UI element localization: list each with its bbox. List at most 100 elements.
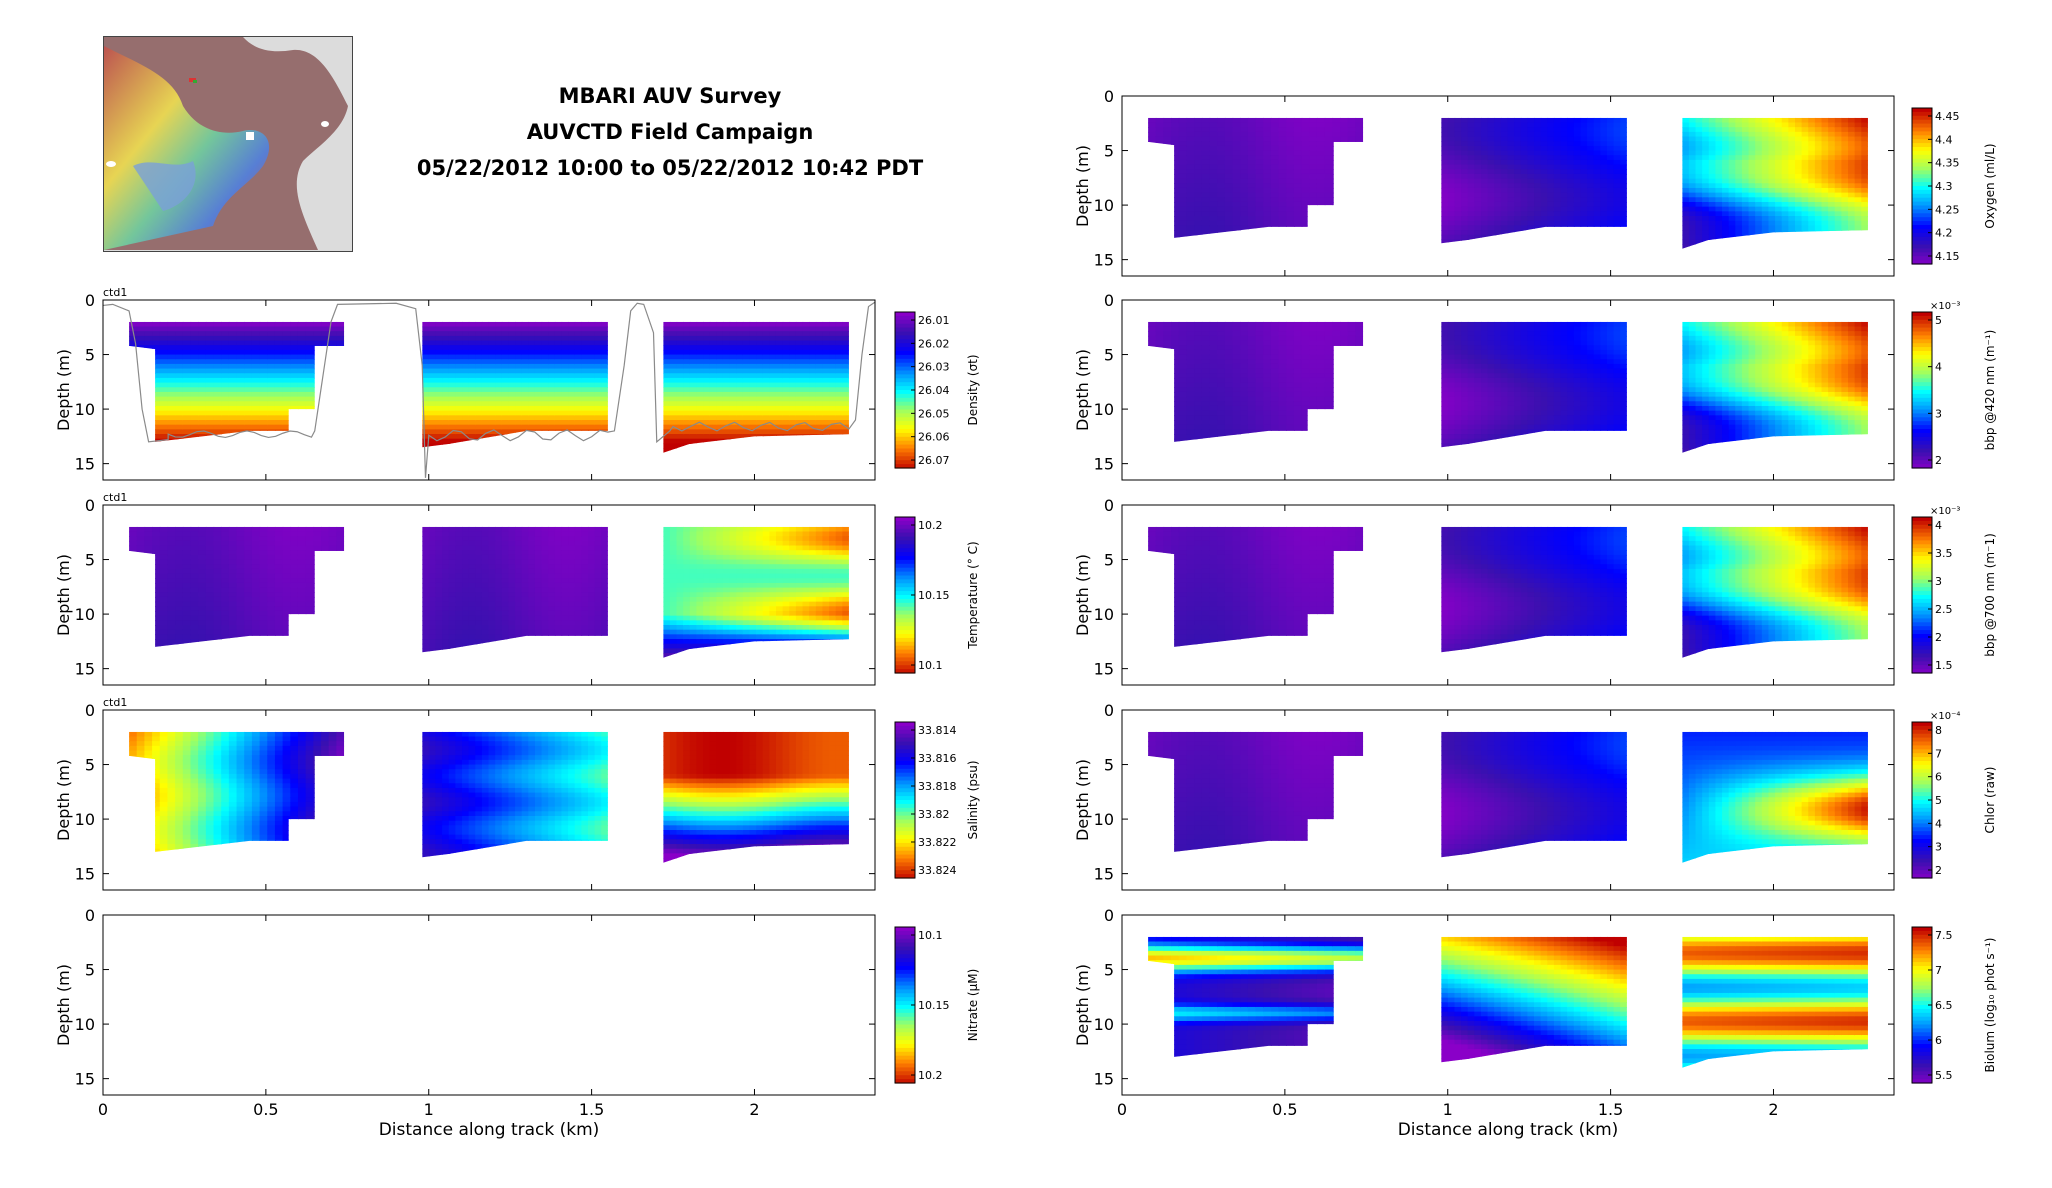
colorbar-segment [895,870,915,875]
colorbar-tick-label: 10.15 [918,999,950,1012]
colorbar-segment [1912,528,1932,534]
colorbar-segment [1912,938,1932,944]
colorbar-segment [1912,448,1932,453]
plot-frame [1121,914,1895,1096]
colorbar-segment [1912,966,1932,971]
colorbar-segment [1912,232,1932,238]
colorbar-segment [1912,421,1932,426]
section-3 [1682,526,1868,658]
colorbar-segment [895,831,915,836]
section-3 [1682,936,1868,1068]
colorbar-frame [894,721,916,879]
colorbar-segment [895,1051,915,1057]
colorbar-segment [1912,1051,1932,1057]
colorbar-label: Chlor (raw) [1983,767,1997,834]
colorbar-segment [1912,764,1932,770]
plot-frame [102,504,876,686]
colorbar-segment [1912,312,1932,317]
y-axis-label: Depth (m) [54,964,73,1046]
y-tick-label: 0 [85,291,95,310]
colorbar-segment [1912,1063,1932,1068]
colorbar-tick-label: 7.5 [1935,929,1953,942]
y-tick-label: 10 [1094,810,1114,829]
colorbar-segment [895,567,915,573]
colorbar-tick-label: 4 [1935,519,1942,532]
colorbar-tick-label: 33.822 [918,836,957,849]
colorbar-segment [895,930,915,936]
colorbar-segment [1912,386,1932,391]
colorbar-frame [1911,516,1933,674]
colorbar-segment [895,532,915,538]
colorbar-segment [895,927,915,932]
colorbar-segment [1912,1028,1932,1033]
x-axis-label: Distance along track (km) [1398,1120,1619,1140]
colorbar-segment [1912,405,1932,411]
colorbar-segment [895,563,915,569]
y-tick-label: 10 [1094,400,1114,419]
colorbar-segment [1912,440,1932,446]
x-tick-label: 0 [98,1100,108,1119]
colorbar-segment [1912,397,1932,403]
colorbar-tick-label: 4 [1935,361,1942,374]
colorbar-segment [1912,166,1932,171]
colorbar-segment [895,866,915,871]
colorbar-segment [895,1040,915,1045]
y-tick-label: 15 [1094,865,1114,884]
colorbar-segment [895,1012,915,1018]
colorbar-segment [1912,827,1932,832]
colorbar-segment [1912,622,1932,627]
heatmap-panel-left-2: ctd1 0 5 10 15 Depth (m) 10.2 10.15 10.1 Temperat… [54,491,980,686]
section-3 [663,526,849,658]
colorbar-segment [1912,973,1932,979]
plot-frame [1121,299,1895,481]
colorbar-segment [1912,661,1932,666]
colorbar-segment [895,315,915,321]
colorbar-segment [895,784,915,789]
colorbar-segment [895,745,915,750]
x-tick-label: 0.5 [253,1100,278,1119]
colorbar-segment [895,997,915,1002]
colorbar-segment [1912,784,1932,789]
colorbar-segment [1912,768,1932,774]
colorbar-segment [895,772,915,778]
colorbar-segment [895,540,915,545]
colorbar-segment [895,842,915,848]
x-tick-label: 2 [749,1100,759,1119]
colorbar-segment [1912,866,1932,871]
colorbar-segment [1912,796,1932,801]
colorbar-tick-label: 3 [1935,575,1942,588]
colorbar-segment [895,1028,915,1033]
colorbar-segment [1912,456,1932,461]
colorbar-segment [1912,934,1932,940]
colorbar-segment [1912,989,1932,994]
colorbar-segment [1912,567,1932,573]
colorbar-segment [1912,331,1932,336]
plot-frame [1121,95,1895,277]
y-axis-label: Depth (m) [1073,554,1092,636]
colorbar-segment [1912,517,1932,522]
colorbar-segment [1912,217,1932,222]
colorbar-segment [1912,1005,1932,1010]
colorbar-segment [895,792,915,797]
colorbar-segment [895,796,915,801]
colorbar-segment [1912,780,1932,785]
colorbar-segment [1912,653,1932,658]
colorbar-tick-label: 10.1 [918,929,943,942]
colorbar-segment [1912,436,1932,442]
plot-frame [102,709,876,891]
colorbar-segment [895,448,915,453]
colorbar-segment [1912,745,1932,750]
colorbar-segment [1912,390,1932,395]
colorbar-segment [1912,602,1932,608]
colorbar-segment [895,634,915,639]
colorbar-segment [1912,1001,1932,1006]
colorbar-segment [895,862,915,867]
y-tick-label: 10 [1094,605,1114,624]
colorbar-segment [895,1055,915,1061]
colorbar-exponent: ×10⁻³ [1930,506,1960,517]
colorbar-segment [1912,614,1932,619]
colorbar-segment [1912,358,1932,364]
y-tick-label: 10 [75,400,95,419]
